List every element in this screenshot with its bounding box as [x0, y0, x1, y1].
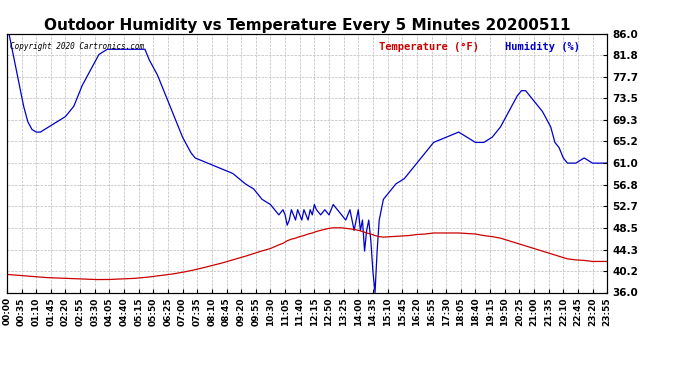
Text: Humidity (%): Humidity (%)	[505, 42, 580, 51]
Text: Temperature (°F): Temperature (°F)	[379, 42, 479, 51]
Text: Copyright 2020 Cartronics.com: Copyright 2020 Cartronics.com	[10, 42, 144, 51]
Title: Outdoor Humidity vs Temperature Every 5 Minutes 20200511: Outdoor Humidity vs Temperature Every 5 …	[43, 18, 571, 33]
